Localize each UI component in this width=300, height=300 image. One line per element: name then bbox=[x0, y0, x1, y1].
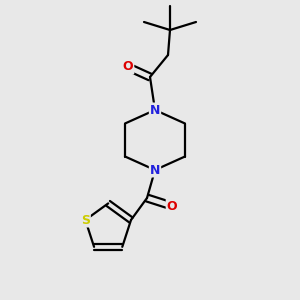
Text: O: O bbox=[123, 61, 133, 74]
Text: N: N bbox=[150, 164, 160, 176]
Text: N: N bbox=[150, 103, 160, 116]
Text: S: S bbox=[81, 214, 90, 226]
Text: O: O bbox=[167, 200, 177, 212]
